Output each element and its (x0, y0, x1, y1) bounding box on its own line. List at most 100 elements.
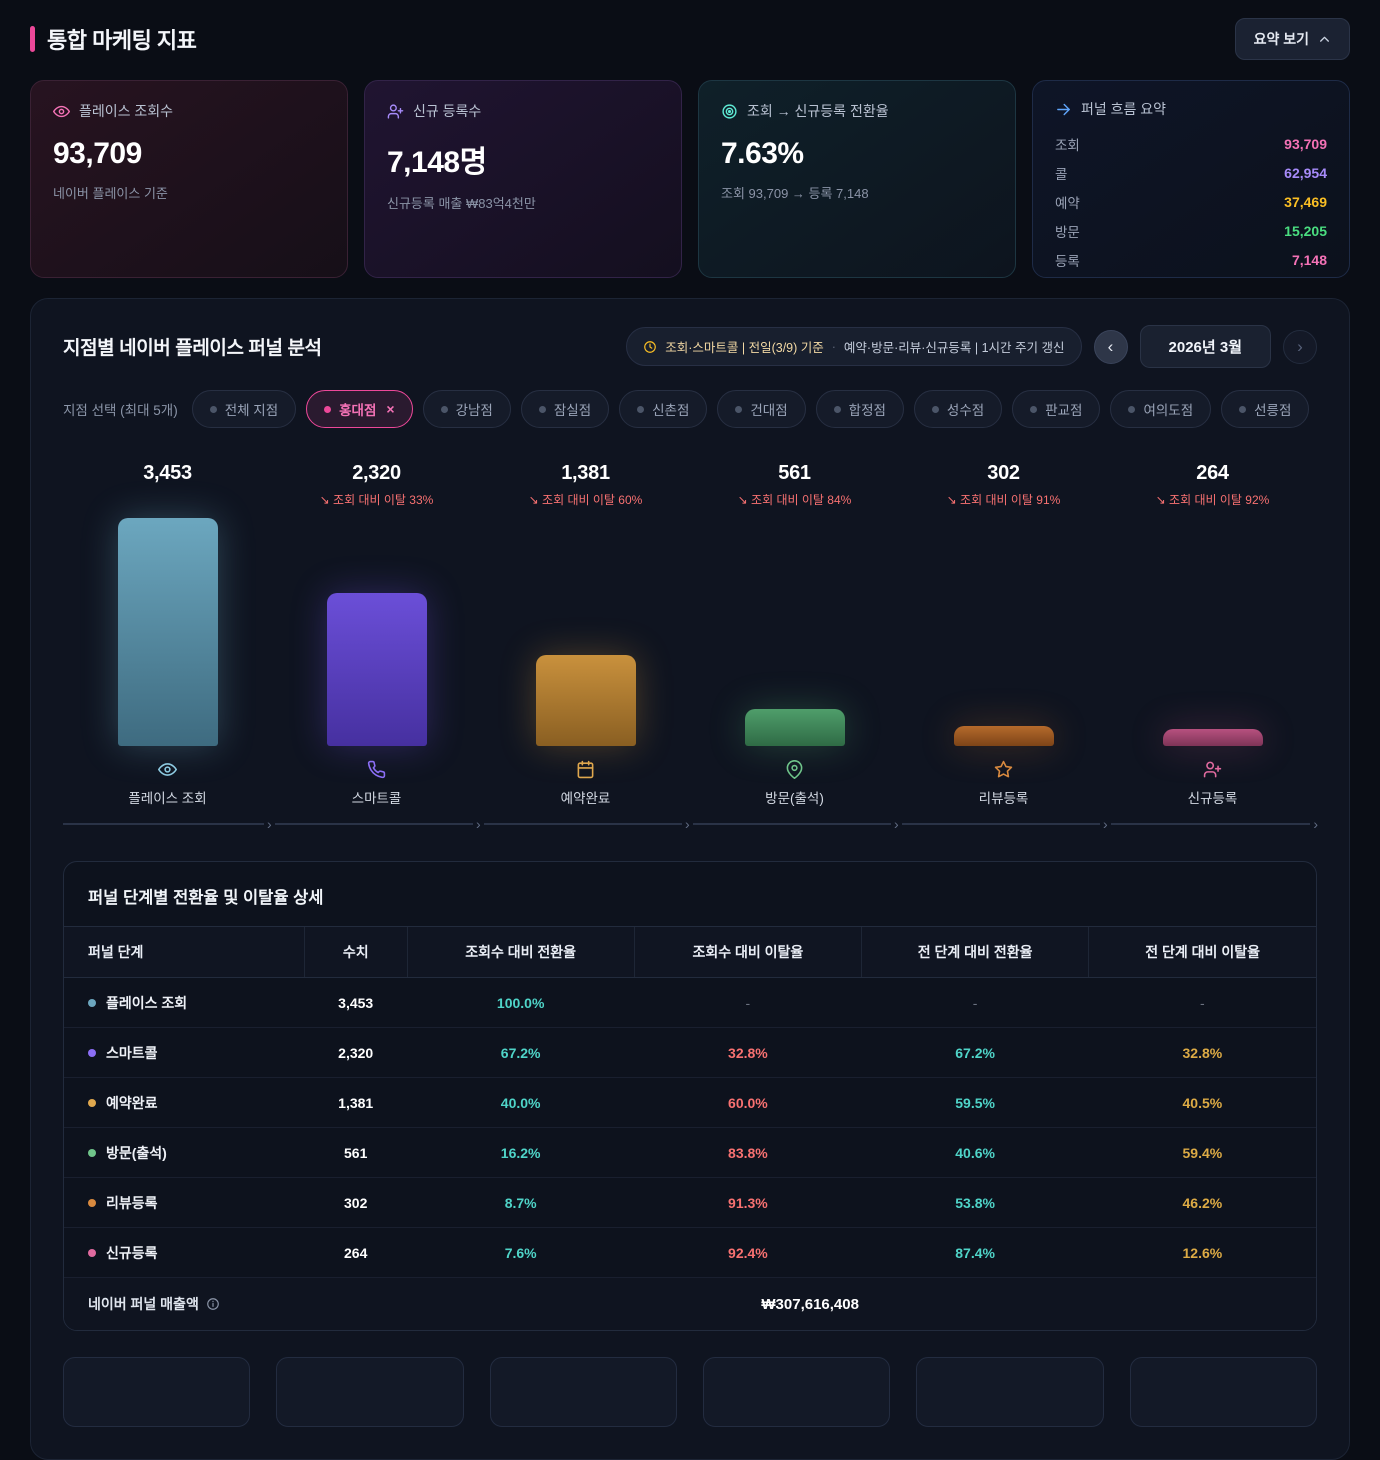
funnel-stage-column: 3,453 플레이스 조회 (63, 462, 272, 807)
funnel-stage-column: 302 ↘ 조회 대비 이탈 91% 리뷰등록 (899, 462, 1108, 807)
branch-chip[interactable]: 홍대점 × (306, 390, 413, 428)
stage-stat-card (1129, 1357, 1317, 1427)
summary-button-label: 요약 보기 (1253, 31, 1309, 47)
stage-stat-card (276, 1357, 464, 1427)
revenue-label: 네이버 퍼널 매출액 (88, 1296, 199, 1312)
stage-drop-label: ↘ 조회 대비 이탈 33% (319, 493, 434, 507)
stage-dot-icon (88, 1148, 96, 1157)
chip-dot-icon (637, 405, 645, 413)
stage-value: 1,381 (561, 462, 610, 484)
funnel-summary-stage: 예약 (1055, 195, 1080, 211)
month-selector[interactable]: 2026년 3월 (1139, 325, 1271, 368)
chip-dot-icon (1239, 405, 1247, 413)
branch-chip-label: 신촌점 (652, 403, 690, 418)
phone-icon (367, 760, 386, 779)
funnel-stage-column: 264 ↘ 조회 대비 이탈 92% 신규등록 (1108, 462, 1317, 807)
revenue-value: ₩307,616,408 (304, 1277, 1316, 1330)
funnel-bar (117, 518, 218, 746)
funnel-detail-table-box: 퍼널 단계별 전환율 및 이탈율 상세 퍼널 단계 수치 조회수 대비 전환율 … (63, 861, 1317, 1331)
panel-header: 지점별 네이버 플레이스 퍼널 분석 조회·스마트콜 | 전일(3/9) 기준 … (63, 325, 1317, 368)
conv-vs-prev: - (861, 977, 1089, 1028)
chevron-right-icon: › (1297, 336, 1303, 356)
funnel-summary-value: 62,954 (1284, 164, 1327, 181)
stage-name: 방문(출석) (106, 1144, 167, 1161)
stage-value: 3,453 (143, 462, 192, 484)
info-icon[interactable] (206, 1297, 220, 1311)
branch-chip-label: 판교점 (1045, 403, 1083, 418)
clock-icon (643, 340, 657, 354)
panel-title: 지점별 네이버 플레이스 퍼널 분석 (63, 338, 322, 359)
branch-chip[interactable]: 여의도점× (1110, 390, 1212, 428)
table-row: 스마트콜 2,320 67.2% 32.8% 67.2% 32.8% (64, 1027, 1316, 1078)
funnel-summary-stage: 콜 (1055, 166, 1068, 182)
stage-count: 264 (304, 1227, 408, 1278)
drop-vs-prev: 46.2% (1088, 1177, 1316, 1228)
funnel-summary-value: 15,205 (1284, 222, 1327, 239)
branch-chip[interactable]: 강남점× (422, 390, 511, 428)
flow-arrow-icon: › (1310, 814, 1321, 834)
branch-chip[interactable]: 신촌점× (619, 390, 708, 428)
kpi-card-new-registrations: 신규 등록수 7,148명 신규등록 매출 ₩83억4천만 (364, 80, 682, 278)
summary-toggle-button[interactable]: 요약 보기 (1234, 18, 1350, 60)
user-plus-icon (1203, 760, 1222, 779)
star-icon (994, 760, 1013, 779)
flow-arrow-icon: › (682, 814, 693, 834)
stage-count: 561 (304, 1127, 408, 1178)
branch-select-label: 지점 선택 (최대 5개) (63, 403, 178, 418)
freshness-text-views: 조회·스마트콜 | 전일(3/9) 기준 (665, 341, 824, 355)
table-row: 예약완료 1,381 40.0% 60.0% 59.5% 40.5% (64, 1077, 1316, 1128)
funnel-chart: 3,453 플레이스 조회 2,320 ↘ 조회 대비 이탈 33% (63, 462, 1317, 807)
col-header-value: 수치 (303, 926, 408, 978)
funnel-summary-row: 예약 37,469 (1055, 187, 1327, 216)
chip-dot-icon (324, 405, 332, 413)
stage-name: 스마트콜 (106, 1044, 158, 1061)
branch-chip-label: 선릉점 (1254, 403, 1292, 418)
stage-drop-label: ↘ 조회 대비 이탈 92% (1155, 493, 1270, 507)
stage-value: 2,320 (352, 462, 401, 484)
stage-stat-card (63, 1357, 251, 1427)
funnel-summary-row: 조회 93,709 (1055, 129, 1327, 158)
kpi-label: 퍼널 흐름 요약 (1081, 101, 1167, 117)
data-freshness-pill: 조회·스마트콜 | 전일(3/9) 기준 · 예약·방문·리뷰·신규등록 | 1… (626, 327, 1082, 366)
prev-month-button[interactable]: ‹ (1093, 329, 1128, 364)
funnel-stage-column: 2,320 ↘ 조회 대비 이탈 33% 스마트콜 (272, 462, 481, 807)
kpi-label: 조회 → 신규등록 전환율 (747, 103, 889, 119)
kpi-card-place-views: 플레이스 조회수 93,709 네이버 플레이스 기준 (30, 80, 348, 278)
branch-chip[interactable]: 성수점× (913, 390, 1003, 428)
conv-vs-prev: 67.2% (861, 1027, 1089, 1078)
branch-chip[interactable]: 전체 지점× (191, 390, 297, 428)
funnel-bar (744, 708, 845, 746)
branch-chip[interactable]: 판교점× (1012, 390, 1101, 428)
stage-label: 스마트콜 (351, 791, 402, 806)
drop-vs-views: 32.8% (634, 1027, 862, 1078)
branch-chip[interactable]: 잠실점× (520, 390, 610, 428)
stage-dot-icon (88, 1098, 96, 1107)
funnel-bar (953, 726, 1054, 746)
branch-chip[interactable]: 선릉점× (1221, 390, 1310, 428)
stage-stat-card-row (63, 1357, 1317, 1427)
flow-arrow-icon: › (472, 814, 484, 834)
branch-chip[interactable]: 건대점× (717, 390, 806, 428)
stage-stat-card (489, 1357, 677, 1427)
funnel-summary-row: 방문 15,205 (1055, 216, 1327, 245)
kpi-grid: 플레이스 조회수 93,709 네이버 플레이스 기준 신규 등록수 7,148… (30, 80, 1350, 278)
branch-chip[interactable]: 합정점× (815, 390, 904, 428)
stage-name: 플레이스 조회 (106, 994, 188, 1011)
drop-vs-views: 91.3% (634, 1177, 862, 1228)
conv-vs-views: 100.0% (407, 977, 635, 1028)
conv-vs-views: 16.2% (407, 1127, 635, 1178)
funnel-summary-row: 등록 7,148 (1055, 245, 1327, 274)
panel-controls: 조회·스마트콜 | 전일(3/9) 기준 · 예약·방문·리뷰·신규등록 | 1… (626, 325, 1317, 368)
remove-branch-icon[interactable]: × (386, 401, 395, 417)
funnel-analysis-panel: 지점별 네이버 플레이스 퍼널 분석 조회·스마트콜 | 전일(3/9) 기준 … (30, 298, 1350, 1460)
stage-label: 플레이스 조회 (128, 791, 207, 806)
branch-chip-label: 성수점 (946, 403, 985, 418)
kpi-value: 93,709 (53, 137, 142, 170)
kpi-value: 7,148명 (387, 146, 487, 179)
eye-icon (158, 760, 177, 779)
flow-arrow-icon: › (890, 814, 902, 834)
stage-dot-icon (88, 998, 96, 1007)
next-month-button[interactable]: › (1283, 329, 1317, 364)
funnel-stage-column: 561 ↘ 조회 대비 이탈 84% 방문(출석) (690, 462, 899, 807)
conv-vs-views: 67.2% (407, 1027, 635, 1078)
